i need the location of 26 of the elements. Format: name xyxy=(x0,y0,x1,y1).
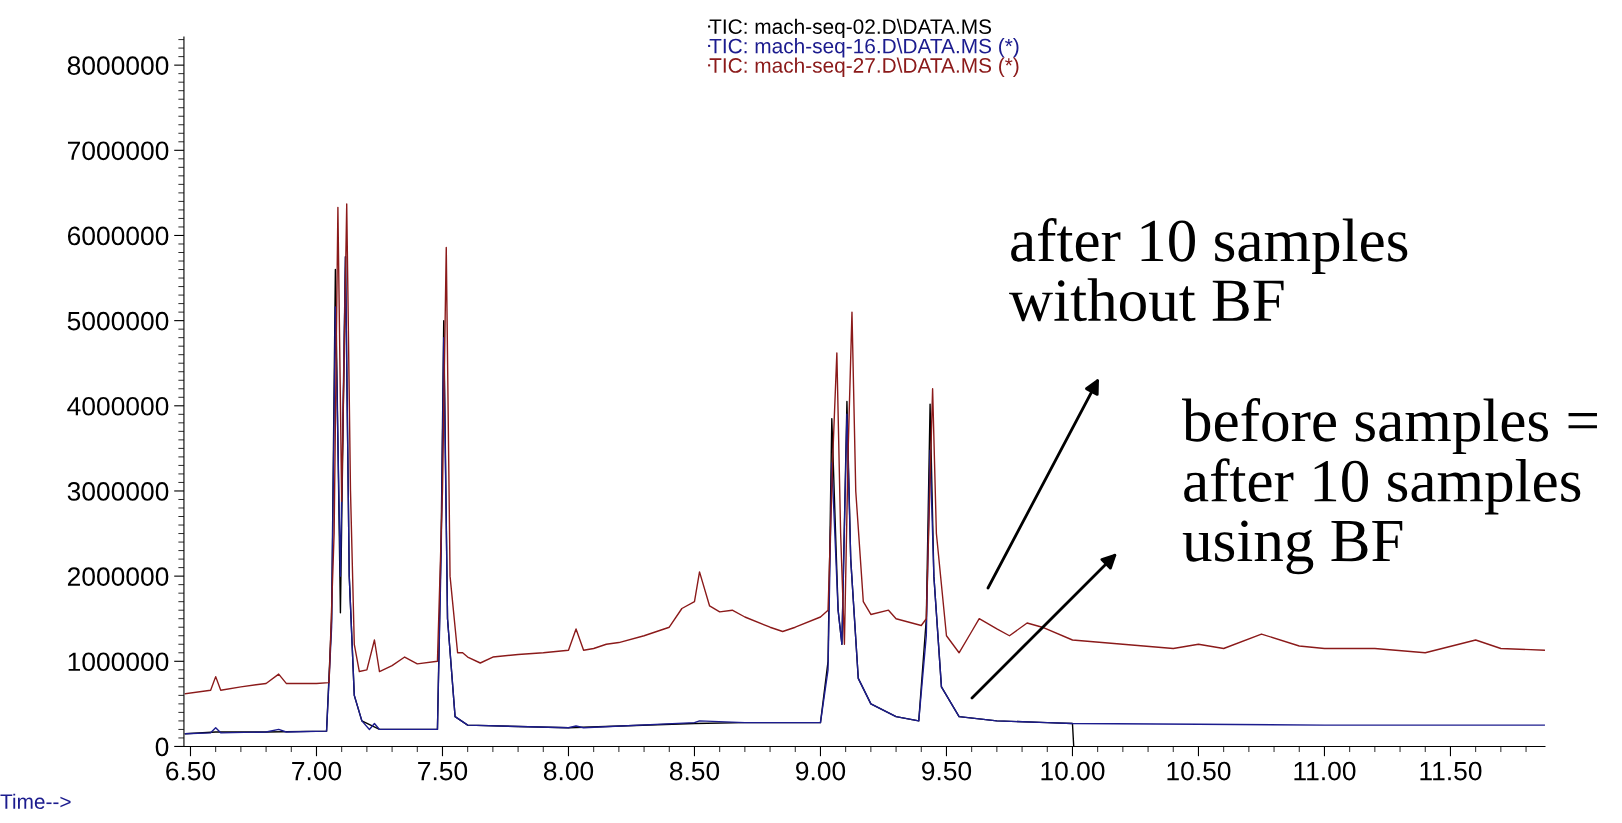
x-tick-label: 10.00 xyxy=(1041,761,1105,781)
x-tick-label: 11.00 xyxy=(1294,761,1356,781)
x-tick-label: 9.50 xyxy=(922,761,972,781)
x-tick-label: 7.50 xyxy=(418,761,468,781)
y-tick-label: 6000000 xyxy=(67,226,169,246)
y-tick-label: 1000000 xyxy=(68,652,169,672)
x-tick-label: 11.50 xyxy=(1420,761,1482,781)
x-axis-title: Time--> xyxy=(0,793,71,810)
y-tick-label: 4000000 xyxy=(67,396,169,416)
y-tick-label: 5000000 xyxy=(67,311,169,331)
x-tick-label: 9.00 xyxy=(796,761,846,781)
y-tick-label: 2000000 xyxy=(67,567,169,586)
x-tick-label: 8.00 xyxy=(543,761,594,781)
annotation: after 10 samples without BF xyxy=(1009,218,1408,322)
legend-label: TIC: mach-seq-02.D\DATA.MS xyxy=(709,18,992,39)
legend-label: TIC: mach-seq-16.D\DATA.MS (*) xyxy=(709,38,1019,58)
y-tick-label: 3000000 xyxy=(67,482,169,501)
x-tick-label: 8.50 xyxy=(669,761,720,781)
annotation: before samples = after 10 samples using BF xyxy=(1182,398,1597,575)
y-tick-label: 7000000 xyxy=(67,141,169,161)
y-tick-label: 8000000 xyxy=(67,56,169,75)
y-tick-label: 0 xyxy=(155,737,169,757)
x-tick-label: 6.50 xyxy=(166,761,216,781)
legend-label: TIC: mach-seq-27.D\DATA.MS (*) xyxy=(709,57,1019,77)
x-tick-label: 10.50 xyxy=(1167,761,1231,781)
x-tick-label: 7.00 xyxy=(292,761,342,781)
